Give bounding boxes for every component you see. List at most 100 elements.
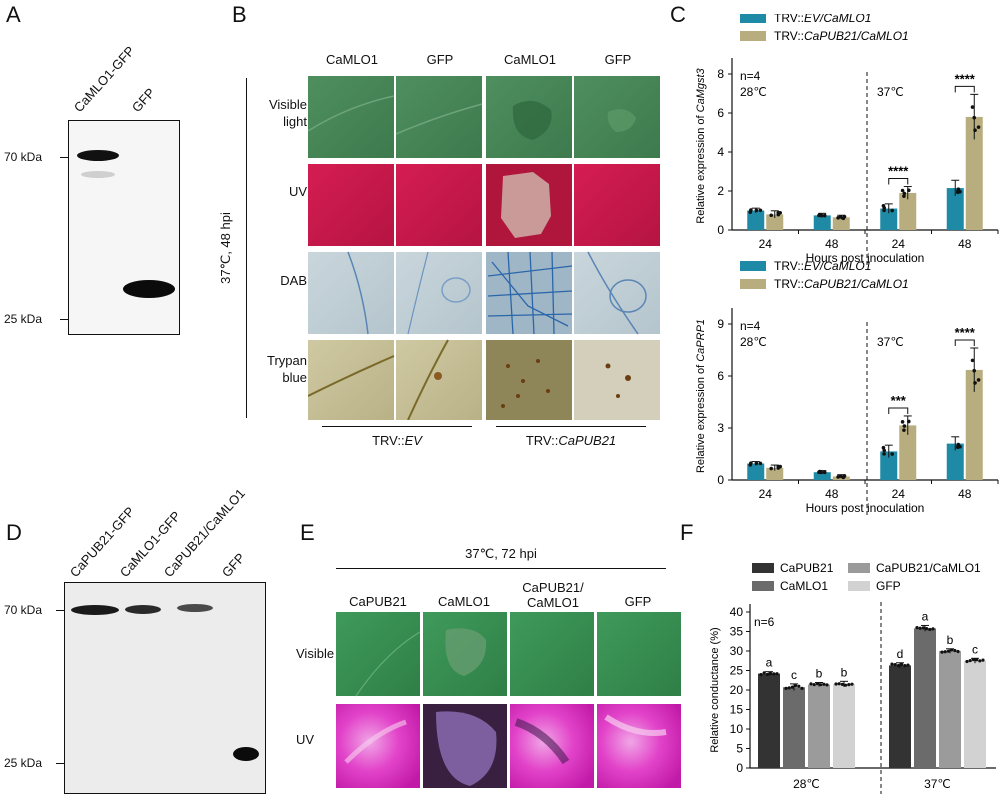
data-point xyxy=(970,358,975,363)
data-point xyxy=(754,208,759,213)
data-point xyxy=(902,194,906,198)
sample-size: n=6 xyxy=(754,615,775,629)
data-point xyxy=(902,424,907,428)
data-point xyxy=(890,208,894,213)
bar xyxy=(889,665,911,768)
temperature-label: 28℃ xyxy=(740,85,767,99)
y-tick-label: 8 xyxy=(717,67,724,81)
panel-label-a: A xyxy=(6,2,21,27)
data-point xyxy=(775,672,779,676)
y-tick-label: 30 xyxy=(730,644,744,658)
data-point xyxy=(800,686,804,690)
data-point xyxy=(918,626,922,630)
marker-tick xyxy=(60,157,68,158)
legend-swatch xyxy=(740,261,766,271)
condition-label: 37℃, 72 hpi xyxy=(465,546,537,561)
bar xyxy=(899,192,917,230)
data-point xyxy=(925,627,929,631)
data-point xyxy=(822,682,826,686)
marker-tick xyxy=(56,763,64,764)
column-header: GFP xyxy=(426,52,454,67)
data-point xyxy=(976,125,981,129)
bar xyxy=(766,467,784,480)
x-tick-label: 24 xyxy=(759,487,773,501)
group-label-capub21: TRV::CaPUB21 xyxy=(525,433,617,448)
column-header: GFP xyxy=(604,52,632,67)
y-axis-label: Relative expression of CaMgst3 xyxy=(695,67,707,223)
y-tick-label: 40 xyxy=(730,605,744,619)
bracket-line xyxy=(246,78,247,418)
x-axis-label: Hours post inoculation xyxy=(806,251,925,265)
data-point xyxy=(981,658,985,662)
data-point xyxy=(784,686,788,691)
panel-label-d: D xyxy=(6,520,22,545)
data-point xyxy=(882,452,886,456)
data-point xyxy=(815,682,819,686)
row-label: UV xyxy=(296,732,315,747)
data-point xyxy=(973,381,977,385)
significance-stars: **** xyxy=(955,325,976,340)
lane-label: GFP xyxy=(218,550,248,580)
legend-entry: TRV::CaPUB21/CaMLO1 xyxy=(774,29,909,43)
y-tick-label: 10 xyxy=(730,722,744,736)
significance-letter: d xyxy=(897,647,904,661)
data-point xyxy=(972,368,977,373)
x-tick-label: 24 xyxy=(892,237,906,251)
marker-70: 70 kDa xyxy=(4,150,43,164)
data-point xyxy=(825,683,829,687)
data-point xyxy=(946,649,950,653)
row-label: Trypan blue xyxy=(267,353,307,385)
x-axis-label: Hours post inoculation xyxy=(806,501,925,515)
significance-bracket xyxy=(954,85,975,93)
data-point xyxy=(822,470,827,475)
data-point xyxy=(749,461,753,465)
legend-entry: CaPUB21/CaMLO1 xyxy=(876,561,981,575)
data-point xyxy=(931,627,935,631)
significance-letter: a xyxy=(766,656,773,670)
data-point xyxy=(900,662,904,666)
data-point xyxy=(890,662,894,666)
group-rule xyxy=(496,426,646,427)
bar xyxy=(833,684,855,768)
data-point xyxy=(817,470,821,475)
data-point xyxy=(882,208,886,213)
chart-c-1: TRV::EV/CaMLO1TRV::CaPUB21/CaMLO102468Re… xyxy=(695,14,999,266)
bar xyxy=(880,451,898,480)
data-point xyxy=(882,448,887,453)
panel-label-f: F xyxy=(680,520,694,545)
y-tick-label: 2 xyxy=(717,184,724,198)
band-25kda xyxy=(123,280,175,298)
bar xyxy=(766,214,784,230)
row-label: Visible xyxy=(296,646,335,661)
data-point xyxy=(965,659,969,664)
legend-swatch xyxy=(740,31,766,41)
sample-size: n=4 xyxy=(740,69,761,83)
row-label: UV xyxy=(288,184,307,199)
bar xyxy=(813,215,831,230)
legend-entry: TRV::CaPUB21/CaMLO1 xyxy=(774,277,909,291)
bar xyxy=(758,673,780,768)
data-point xyxy=(928,627,932,632)
data-point xyxy=(953,648,957,653)
band-70kda xyxy=(71,605,119,615)
significance-letter: c xyxy=(972,642,978,656)
bar xyxy=(946,188,964,230)
data-point xyxy=(900,188,905,193)
lane-label: CaMLO1-GFP xyxy=(70,43,138,115)
data-point xyxy=(893,662,897,667)
data-point xyxy=(968,658,972,663)
data-point xyxy=(842,214,847,219)
data-point xyxy=(837,682,841,686)
data-point xyxy=(754,461,759,466)
data-point xyxy=(769,671,773,676)
data-point xyxy=(958,444,962,449)
panel-f-chart: CaPUB21 CaMLO1 CaPUB21/CaMLO1 GFP 0 5 10 15 20 25… xyxy=(709,561,996,794)
legend-swatch xyxy=(740,279,766,289)
x-tick-label: 28℃ xyxy=(793,777,820,791)
data-point xyxy=(842,474,847,478)
legend-swatch xyxy=(848,563,870,573)
group-label-ev: TRV::EV xyxy=(372,433,422,448)
data-point xyxy=(971,657,975,662)
data-point xyxy=(978,659,982,663)
bar xyxy=(813,472,831,480)
